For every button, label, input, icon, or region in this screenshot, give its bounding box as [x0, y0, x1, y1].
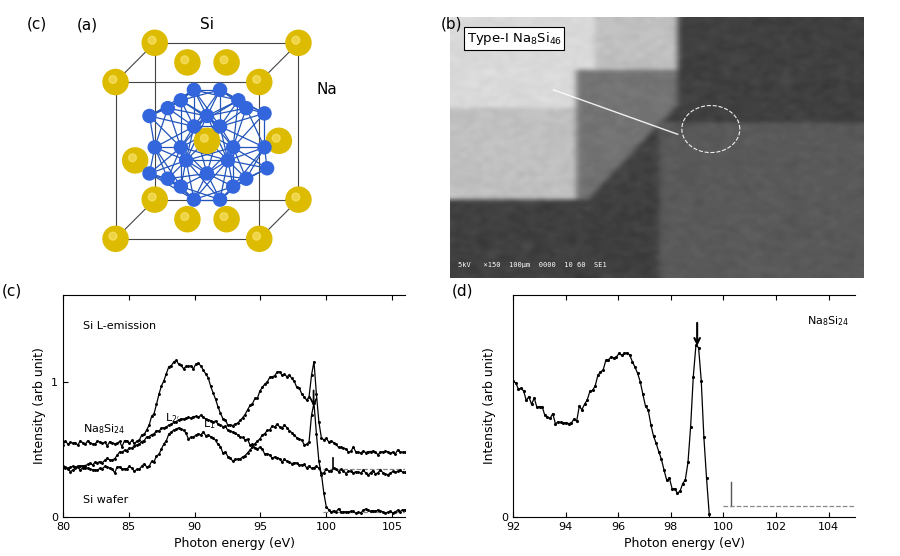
- Circle shape: [148, 141, 161, 154]
- Circle shape: [161, 102, 175, 115]
- Circle shape: [258, 107, 271, 120]
- Circle shape: [213, 193, 227, 206]
- Circle shape: [129, 154, 137, 162]
- Text: 5kV   ×150  100μm  0000  10 60  SE1: 5kV ×150 100μm 0000 10 60 SE1: [458, 261, 607, 267]
- Circle shape: [175, 94, 187, 107]
- Circle shape: [142, 187, 167, 212]
- Circle shape: [239, 172, 253, 185]
- Circle shape: [161, 172, 175, 185]
- Y-axis label: Intensity (arb unit): Intensity (arb unit): [482, 348, 496, 464]
- Circle shape: [292, 193, 300, 201]
- Text: L$_1$: L$_1$: [202, 417, 215, 431]
- Text: (c): (c): [27, 17, 47, 32]
- Circle shape: [175, 207, 200, 232]
- Circle shape: [175, 141, 187, 154]
- Circle shape: [214, 50, 239, 75]
- Circle shape: [258, 141, 271, 154]
- Text: Type-I Na$_8$Si$_{46}$: Type-I Na$_8$Si$_{46}$: [466, 30, 562, 47]
- Circle shape: [103, 226, 128, 251]
- Circle shape: [175, 180, 187, 193]
- Circle shape: [201, 134, 208, 142]
- Text: (a): (a): [76, 17, 97, 32]
- Circle shape: [194, 128, 220, 153]
- Text: Na$_8$Si$_{24}$: Na$_8$Si$_{24}$: [807, 314, 850, 327]
- Circle shape: [109, 232, 117, 240]
- Circle shape: [122, 148, 148, 173]
- Circle shape: [214, 207, 239, 232]
- Circle shape: [227, 180, 239, 193]
- X-axis label: Photon energy (eV): Photon energy (eV): [624, 538, 744, 550]
- Circle shape: [142, 30, 167, 56]
- Circle shape: [220, 56, 228, 64]
- Text: Si wafer: Si wafer: [83, 495, 128, 505]
- Circle shape: [181, 212, 189, 221]
- Circle shape: [232, 94, 245, 107]
- X-axis label: Photon energy (eV): Photon energy (eV): [174, 538, 294, 550]
- Circle shape: [187, 83, 201, 96]
- Circle shape: [181, 56, 189, 64]
- Circle shape: [220, 212, 228, 221]
- Circle shape: [239, 102, 253, 115]
- Circle shape: [266, 128, 292, 153]
- Circle shape: [286, 187, 311, 212]
- Circle shape: [273, 134, 280, 142]
- Circle shape: [247, 70, 272, 95]
- Text: Na: Na: [317, 82, 338, 97]
- Circle shape: [187, 193, 201, 206]
- Text: L$_{2'}$: L$_{2'}$: [165, 411, 180, 425]
- Circle shape: [148, 193, 156, 201]
- Circle shape: [292, 36, 300, 44]
- Y-axis label: Intensity (arb unit): Intensity (arb unit): [32, 348, 46, 464]
- Circle shape: [180, 154, 193, 167]
- Circle shape: [221, 154, 234, 167]
- Text: (d): (d): [452, 284, 472, 299]
- Circle shape: [253, 232, 261, 240]
- Circle shape: [175, 50, 200, 75]
- Circle shape: [187, 120, 201, 133]
- Text: Si: Si: [200, 17, 214, 32]
- Text: Na$_8$Si$_{24}$: Na$_8$Si$_{24}$: [83, 423, 125, 436]
- Text: Si L-emission: Si L-emission: [83, 321, 156, 331]
- Circle shape: [261, 162, 274, 175]
- Circle shape: [227, 141, 239, 154]
- Text: (b): (b): [441, 17, 463, 32]
- Circle shape: [103, 70, 128, 95]
- Circle shape: [253, 76, 261, 83]
- Circle shape: [201, 110, 213, 122]
- Circle shape: [201, 167, 213, 180]
- Circle shape: [286, 30, 311, 56]
- Circle shape: [247, 226, 272, 251]
- Circle shape: [213, 83, 227, 96]
- Circle shape: [109, 76, 117, 83]
- Text: (c): (c): [2, 284, 22, 299]
- Circle shape: [143, 110, 156, 122]
- Circle shape: [213, 120, 227, 133]
- Circle shape: [143, 167, 156, 180]
- Circle shape: [148, 36, 156, 44]
